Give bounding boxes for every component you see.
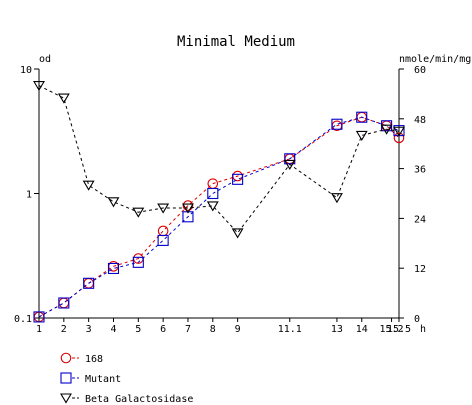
legend-marker: [60, 393, 72, 404]
x-tick-label: 11.1: [278, 324, 302, 335]
chart-title: Minimal Medium: [177, 34, 295, 50]
data-point: [82, 180, 95, 191]
right-axis-label: nmole/min/mg: [399, 54, 471, 65]
right-tick-label: 12: [414, 264, 426, 275]
legend-item-168: 168: [60, 352, 103, 365]
x-tick-label: 7: [185, 324, 191, 335]
x-tick-label: 1: [36, 324, 42, 335]
data-point: [33, 311, 45, 323]
legend-marker: [60, 372, 72, 384]
data-point: [207, 187, 219, 200]
x-tick-label: 15.2: [380, 324, 404, 335]
data-point: [331, 118, 343, 130]
data-point: [355, 130, 368, 141]
x-tick-label: 8: [210, 324, 216, 335]
data-point: [132, 256, 144, 268]
right-tick-label: 48: [414, 115, 426, 126]
x-axis-unit: h: [420, 324, 426, 335]
right-tick-label: 24: [414, 214, 426, 225]
data-point: [83, 277, 95, 289]
legend-marker: [60, 352, 72, 364]
data-point: [157, 225, 169, 237]
legend-label: Beta Galactosidase: [85, 394, 193, 405]
right-tick-label: 36: [414, 165, 426, 176]
data-point: [393, 132, 405, 144]
right-tick-label: 60: [414, 65, 426, 76]
data-point: [157, 203, 170, 214]
data-point: [380, 124, 393, 135]
series-line: [38, 116, 400, 318]
series-beta-galactosidase: [33, 81, 405, 239]
left-tick-label: 10: [20, 65, 32, 76]
data-point: [283, 159, 296, 171]
legend-label: 168: [85, 354, 103, 365]
series-line: [38, 116, 400, 318]
legend-item-mutant: Mutant: [60, 372, 121, 385]
data-point: [157, 234, 169, 246]
data-point: [182, 203, 194, 214]
x-tick-label: 15.5: [387, 324, 411, 335]
data-point: [356, 111, 368, 123]
data-point: [206, 201, 219, 212]
data-point: [330, 193, 343, 204]
data-point: [58, 297, 70, 309]
x-tick-label: 2: [61, 324, 67, 335]
left-axis-label: od: [39, 54, 51, 65]
legend-label: Mutant: [85, 374, 121, 385]
data-point: [393, 126, 405, 137]
data-point: [132, 207, 145, 218]
left-tick-label: 0.1: [14, 314, 32, 325]
x-tick-label: 3: [86, 324, 92, 335]
x-tick-label: 13: [331, 324, 343, 335]
x-tick-label: 6: [160, 324, 166, 335]
x-tick-label: 4: [110, 324, 116, 335]
x-tick-label: 5: [135, 324, 141, 335]
series-layer: [33, 81, 405, 323]
data-point: [57, 93, 70, 104]
legend: 168 Mutant Beta Galactosidase: [60, 352, 193, 405]
series-mutant: [33, 111, 405, 323]
series-line: [38, 85, 400, 234]
left-tick-label: 1: [26, 190, 32, 201]
data-point: [58, 297, 70, 309]
x-tick-label: 9: [235, 324, 241, 335]
data-point: [33, 81, 45, 92]
data-point: [182, 200, 194, 211]
right-tick-label: 0: [414, 314, 420, 325]
data-point: [232, 173, 244, 185]
data-point: [231, 228, 244, 239]
data-point: [107, 262, 120, 275]
series-168: [33, 111, 405, 323]
data-point: [107, 197, 120, 208]
legend-item-beta-galactosidase: Beta Galactosidase: [60, 393, 193, 405]
x-tick-label: 14: [356, 324, 368, 335]
